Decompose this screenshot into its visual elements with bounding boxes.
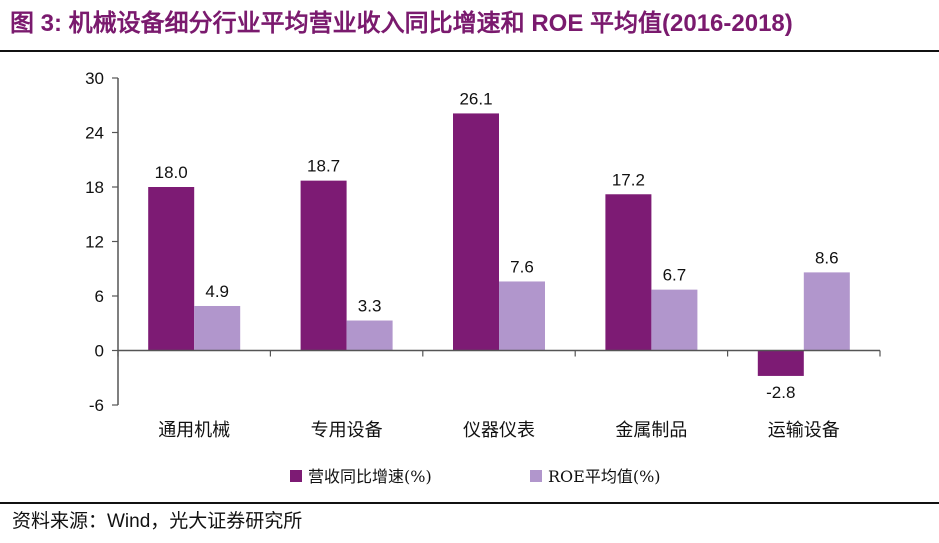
y-tick-label: 0 [95,342,104,361]
value-label: 3.3 [358,297,382,316]
revenue-growth-bar [757,350,804,376]
value-label: 6.7 [663,266,687,285]
legend: 营收同比增速(%) ROE平均值(%) [290,467,661,486]
bars-group [148,113,850,376]
roe-bar [194,305,241,351]
roe-bar [346,320,393,351]
value-label: -2.8 [766,383,795,402]
figure-title: 图 3: 机械设备细分行业平均营业收入同比增速和 ROE 平均值(2016-20… [10,10,793,37]
source-divider [0,502,939,504]
x-category-label: 仪器仪表 [463,420,535,441]
value-label: 18.7 [307,157,340,176]
roe-bar [499,281,545,351]
value-label: 7.6 [510,257,534,276]
value-label: 8.6 [815,248,839,267]
x-category-label: 专用设备 [311,420,383,441]
value-label: 26.1 [459,89,492,108]
roe-bar [651,289,698,351]
y-tick-label: -6 [89,396,104,415]
legend-swatch-roe [530,470,542,482]
source-note: 资料来源：Wind，光大证券研究所 [12,511,303,532]
revenue-growth-bar [453,113,499,351]
x-axis: 通用机械 专用设备 仪器仪表 金属制品 运输设备 [117,349,881,441]
value-label: 18.0 [155,163,188,182]
y-tick-label: 6 [95,287,104,306]
title-divider [0,50,939,52]
x-category-label: 金属制品 [615,420,687,441]
value-labels-group: 18.0 18.7 26.1 17.2 -2.8 4.9 3.3 7.6 6.7 8.6 [155,89,839,402]
revenue-growth-bar [300,180,347,351]
x-category-label: 通用机械 [158,420,230,441]
bar-chart: -6 0 6 12 18 24 30 18.0 18.7 26.1 17.2 -2.8 4.9 3.3 7… [85,69,881,486]
y-tick-label: 24 [85,124,104,143]
y-axis: -6 0 6 12 18 24 30 [85,69,119,415]
value-label: 17.2 [612,170,645,189]
y-tick-label: 30 [85,69,104,88]
roe-bar [803,272,850,351]
legend-label: 营收同比增速(%) [308,467,432,486]
legend-label: ROE平均值(%) [548,467,661,486]
legend-swatch-revenue [290,470,302,482]
value-label: 4.9 [205,282,229,301]
revenue-growth-bar [148,187,195,351]
y-tick-label: 18 [85,178,104,197]
x-category-label: 运输设备 [768,420,840,441]
revenue-growth-bar [605,194,652,351]
y-tick-label: 12 [85,233,104,252]
